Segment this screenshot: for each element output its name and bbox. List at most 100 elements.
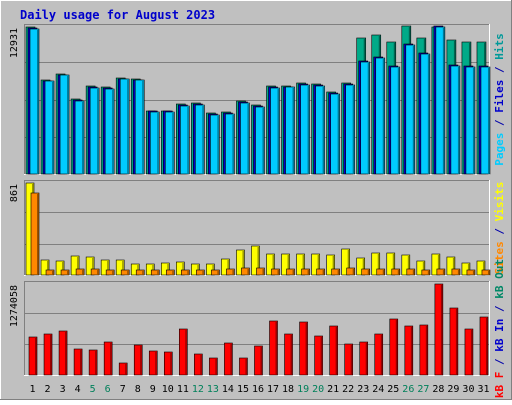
bar-shade [457, 67, 460, 174]
bar-kb-f-day-12 [194, 353, 203, 376]
bar-sites-day-9 [150, 269, 160, 276]
bar-kb-f-day-30 [464, 328, 474, 376]
bar-visits-day-19 [296, 253, 305, 276]
bar-shade [362, 259, 365, 275]
x-tick-day-22: 22 [342, 384, 354, 395]
bar-shade [262, 269, 264, 275]
bar-shade [37, 30, 39, 174]
bar-pages-day-28 [435, 26, 446, 175]
bar-sites-day-17 [271, 268, 280, 276]
bar-sites-day-11 [181, 269, 190, 276]
bar-sites-day-18 [286, 268, 295, 276]
bar-shade [187, 271, 189, 275]
bar-shade [367, 63, 370, 174]
bar-shade [397, 68, 400, 174]
chart-title: Daily usage for August 2023 [20, 8, 215, 22]
bar-shade [182, 263, 184, 275]
bar-visits-day-16 [251, 245, 260, 276]
bar-pages-day-20 [315, 85, 325, 175]
bar-kb-f-day-19 [299, 321, 308, 376]
panel-visits-sites: 861 Sites / Visits [9, 180, 506, 276]
bar-visits-day-28 [431, 253, 441, 276]
x-tick-day-10: 10 [162, 384, 174, 395]
bar-shade [67, 76, 69, 174]
bar-shade [322, 270, 325, 275]
x-tick-day-5: 5 [90, 384, 96, 395]
bar-kb-f-day-27 [419, 324, 429, 376]
bar-sites-day-22 [346, 267, 355, 276]
bar-shade [52, 271, 54, 275]
bar-shade [440, 285, 443, 375]
bar-kb-f-day-18 [284, 333, 293, 376]
bar-shade [97, 270, 99, 275]
bar-shade [422, 262, 425, 275]
bar-kb-f-day-23 [359, 341, 369, 376]
bar-sites-day-30 [466, 269, 476, 276]
bar-shade [352, 269, 355, 275]
bar-kb-f-day-15 [239, 357, 248, 376]
legend-part-3: / [493, 299, 506, 319]
x-tick-day-19: 19 [297, 384, 309, 395]
y-axis-max-label: 1274058 [9, 285, 20, 327]
bar-sites-day-1 [30, 192, 40, 276]
legend-part-1: / [493, 221, 506, 241]
bar-shade [437, 255, 440, 275]
bar-shade [142, 271, 144, 275]
series-legend-visits-sites: Sites / Visits [493, 182, 506, 275]
bar-shade [335, 327, 338, 375]
bar-shade [247, 104, 249, 174]
bar-kb-f-day-14 [224, 342, 233, 376]
bar-visits-day-8 [130, 263, 140, 276]
bar-shade [47, 261, 49, 275]
bar-shade [427, 55, 430, 174]
x-tick-day-26: 26 [402, 384, 414, 395]
bar-kb-f-day-24 [374, 333, 384, 376]
x-tick-day-25: 25 [387, 384, 399, 395]
bar-shade [52, 82, 54, 174]
bar-kb-f-day-29 [449, 307, 459, 376]
bar-pages-day-4 [74, 100, 85, 175]
bar-shade [245, 359, 247, 375]
bar-shade [107, 261, 109, 275]
bar-shade [487, 68, 490, 174]
x-tick-day-16: 16 [252, 384, 264, 395]
bar-shade [485, 318, 488, 375]
bar-pages-day-8 [134, 79, 145, 175]
bar-shade [452, 258, 455, 275]
bar-shade [317, 255, 320, 275]
bar-kb-f-day-3 [58, 330, 68, 376]
bar-shade [397, 270, 400, 275]
bar-shade [352, 86, 355, 174]
bar-shade [67, 271, 69, 275]
bar-shade [412, 270, 415, 275]
bar-shade [172, 271, 174, 275]
bar-pages-day-9 [149, 111, 160, 175]
bar-pages-day-16 [255, 106, 265, 175]
bar-shade [217, 271, 219, 275]
bar-sites-day-23 [361, 268, 371, 276]
bar-shade [277, 270, 280, 275]
bar-kb-f-day-8 [133, 344, 143, 376]
bar-pages-day-17 [270, 87, 280, 175]
bar-kb-f-day-1 [28, 336, 38, 376]
bar-visits-day-22 [341, 248, 350, 276]
bar-visits-day-25 [386, 252, 396, 276]
y-axis-max-label: 12931 [9, 28, 20, 58]
bar-shade [442, 28, 445, 174]
legend-part-0: kB F [493, 372, 506, 399]
bar-shade [142, 81, 144, 174]
bar-visits-day-5 [85, 256, 95, 276]
bar-sites-day-27 [421, 269, 431, 276]
bar-shade [62, 262, 64, 275]
bar-shade [170, 353, 172, 375]
bar-pages-day-10 [164, 111, 175, 175]
bar-shade [292, 88, 295, 174]
bar-shade [305, 323, 308, 375]
bar-shade [140, 346, 142, 375]
bar-shade [227, 260, 229, 275]
bar-shade [167, 264, 169, 275]
x-tick-day-31: 31 [477, 384, 489, 395]
bar-sites-day-16 [256, 267, 265, 276]
bar-pages-day-14 [225, 113, 235, 175]
